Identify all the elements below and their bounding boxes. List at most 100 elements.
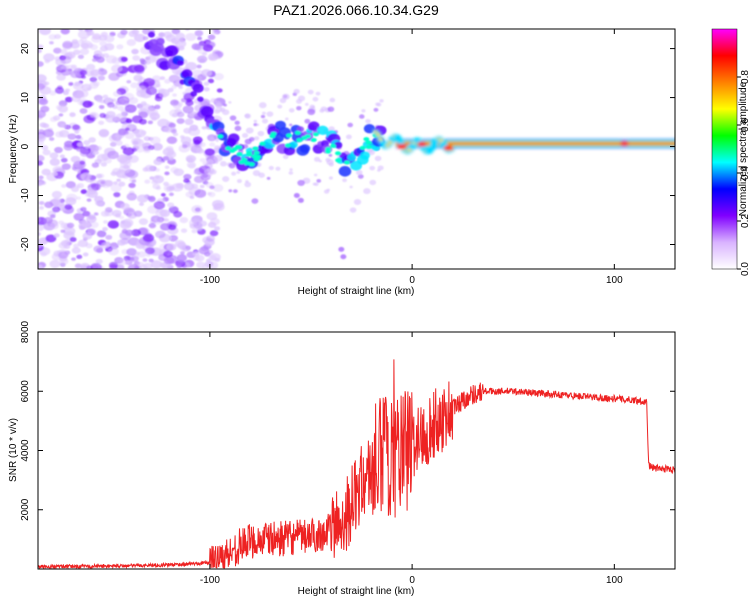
spectral-blob — [164, 165, 170, 169]
spectral-blob — [289, 168, 293, 171]
spectral-blob — [148, 196, 156, 202]
spectral-blob — [97, 75, 106, 81]
spectral-blob — [153, 158, 163, 166]
spectral-blob — [79, 69, 88, 76]
spectral-blob — [176, 111, 185, 118]
spectral-blob — [164, 78, 171, 84]
spectral-blob — [160, 222, 171, 231]
spectral-blob — [96, 230, 107, 238]
spectral-blob — [83, 140, 91, 146]
spectral-blob — [52, 115, 61, 121]
spectral-blob — [145, 86, 158, 96]
spectral-blob — [150, 260, 163, 269]
spectral-blob — [182, 144, 188, 149]
spectral-blob — [108, 72, 120, 81]
spectrogram-frame — [37, 28, 676, 270]
spectral-blob — [43, 81, 50, 86]
spectral-blob — [66, 193, 78, 202]
spectral-blob — [210, 98, 217, 103]
spectral-blob — [175, 32, 186, 40]
spectral-blob — [77, 89, 89, 98]
spectral-blob — [92, 81, 100, 87]
ridge-highlight — [325, 147, 332, 152]
spectral-blob — [363, 188, 371, 195]
spectrogram-y-tick-label: 10 — [20, 92, 31, 104]
spectral-blob — [58, 251, 69, 259]
ridge-highlight — [244, 161, 251, 166]
ridge-highlight — [334, 151, 341, 156]
spectral-blob — [88, 137, 96, 143]
spectral-blob — [80, 93, 85, 98]
spectral-blob — [54, 34, 62, 40]
spectral-blob — [223, 103, 227, 107]
spectral-blob — [86, 198, 92, 202]
spectral-blob — [196, 148, 204, 154]
spectral-blob — [117, 239, 127, 246]
spectral-blob — [125, 127, 130, 131]
spectral-blob — [174, 239, 186, 248]
spectral-blob — [373, 107, 379, 112]
spectral-blob — [260, 114, 266, 119]
spectral-blob — [38, 74, 47, 83]
spectral-blob — [39, 122, 47, 128]
spectral-blob — [345, 134, 352, 140]
spectral-blob — [202, 52, 208, 56]
spectral-blob — [185, 245, 192, 250]
spectral-blob — [135, 251, 141, 256]
spectral-blob — [38, 154, 45, 162]
spectral-blob — [139, 58, 146, 63]
snr-y-tick-label: 6000 — [20, 380, 31, 403]
spectral-blob — [355, 169, 363, 176]
spectral-blob — [191, 229, 197, 234]
spectral-blob — [166, 243, 177, 251]
ridge-highlight — [259, 141, 266, 146]
spectral-blob — [219, 107, 226, 113]
spectral-blob — [116, 44, 124, 50]
spectral-blob — [131, 179, 137, 183]
spectral-blob — [165, 145, 174, 152]
spectral-blob — [89, 76, 98, 83]
spectral-blob — [86, 265, 93, 269]
spectral-blob — [201, 69, 212, 77]
spectral-blob — [157, 118, 170, 128]
spectral-blob — [60, 124, 66, 129]
spectral-blob — [126, 79, 132, 84]
spectral-blob — [49, 222, 59, 230]
spectral-blob — [183, 182, 195, 191]
spectral-blob — [328, 176, 333, 180]
spectral-blob — [126, 107, 132, 112]
spectral-blob — [102, 94, 109, 99]
spectral-blob — [234, 125, 242, 132]
spectral-blob — [147, 53, 160, 62]
spectral-blob — [97, 173, 105, 179]
spectral-blob — [54, 56, 61, 61]
spectral-blob — [213, 202, 225, 212]
spectral-blob — [266, 176, 271, 180]
spectral-blob — [79, 160, 86, 165]
spectral-blob — [168, 156, 174, 160]
spectral-blob — [52, 206, 61, 213]
spectral-blob — [179, 217, 189, 224]
spectral-blob — [202, 126, 207, 130]
spectral-blob — [76, 142, 84, 147]
spectral-blob — [95, 258, 103, 265]
spectral-blob — [84, 174, 96, 183]
spectral-blob — [229, 115, 237, 121]
spectral-blob — [38, 175, 44, 180]
spectral-blob — [192, 251, 200, 257]
ridge-blob — [164, 45, 179, 57]
spectral-blob — [129, 256, 135, 261]
ridge-highlight — [296, 138, 303, 143]
spectral-blob — [38, 200, 45, 206]
ridge-blob — [296, 126, 305, 133]
spectrogram-y-axis: -20 -10 0 10 20 — [20, 43, 675, 252]
spectral-blob — [213, 154, 223, 162]
spectral-blob — [132, 55, 140, 61]
spectral-blob — [79, 108, 88, 114]
spectral-blob — [369, 179, 377, 186]
spectral-blob — [304, 118, 311, 124]
spectral-blob — [228, 162, 236, 169]
spectral-blob — [45, 234, 57, 243]
spectral-blob — [111, 64, 123, 73]
spectral-blob — [71, 186, 80, 193]
